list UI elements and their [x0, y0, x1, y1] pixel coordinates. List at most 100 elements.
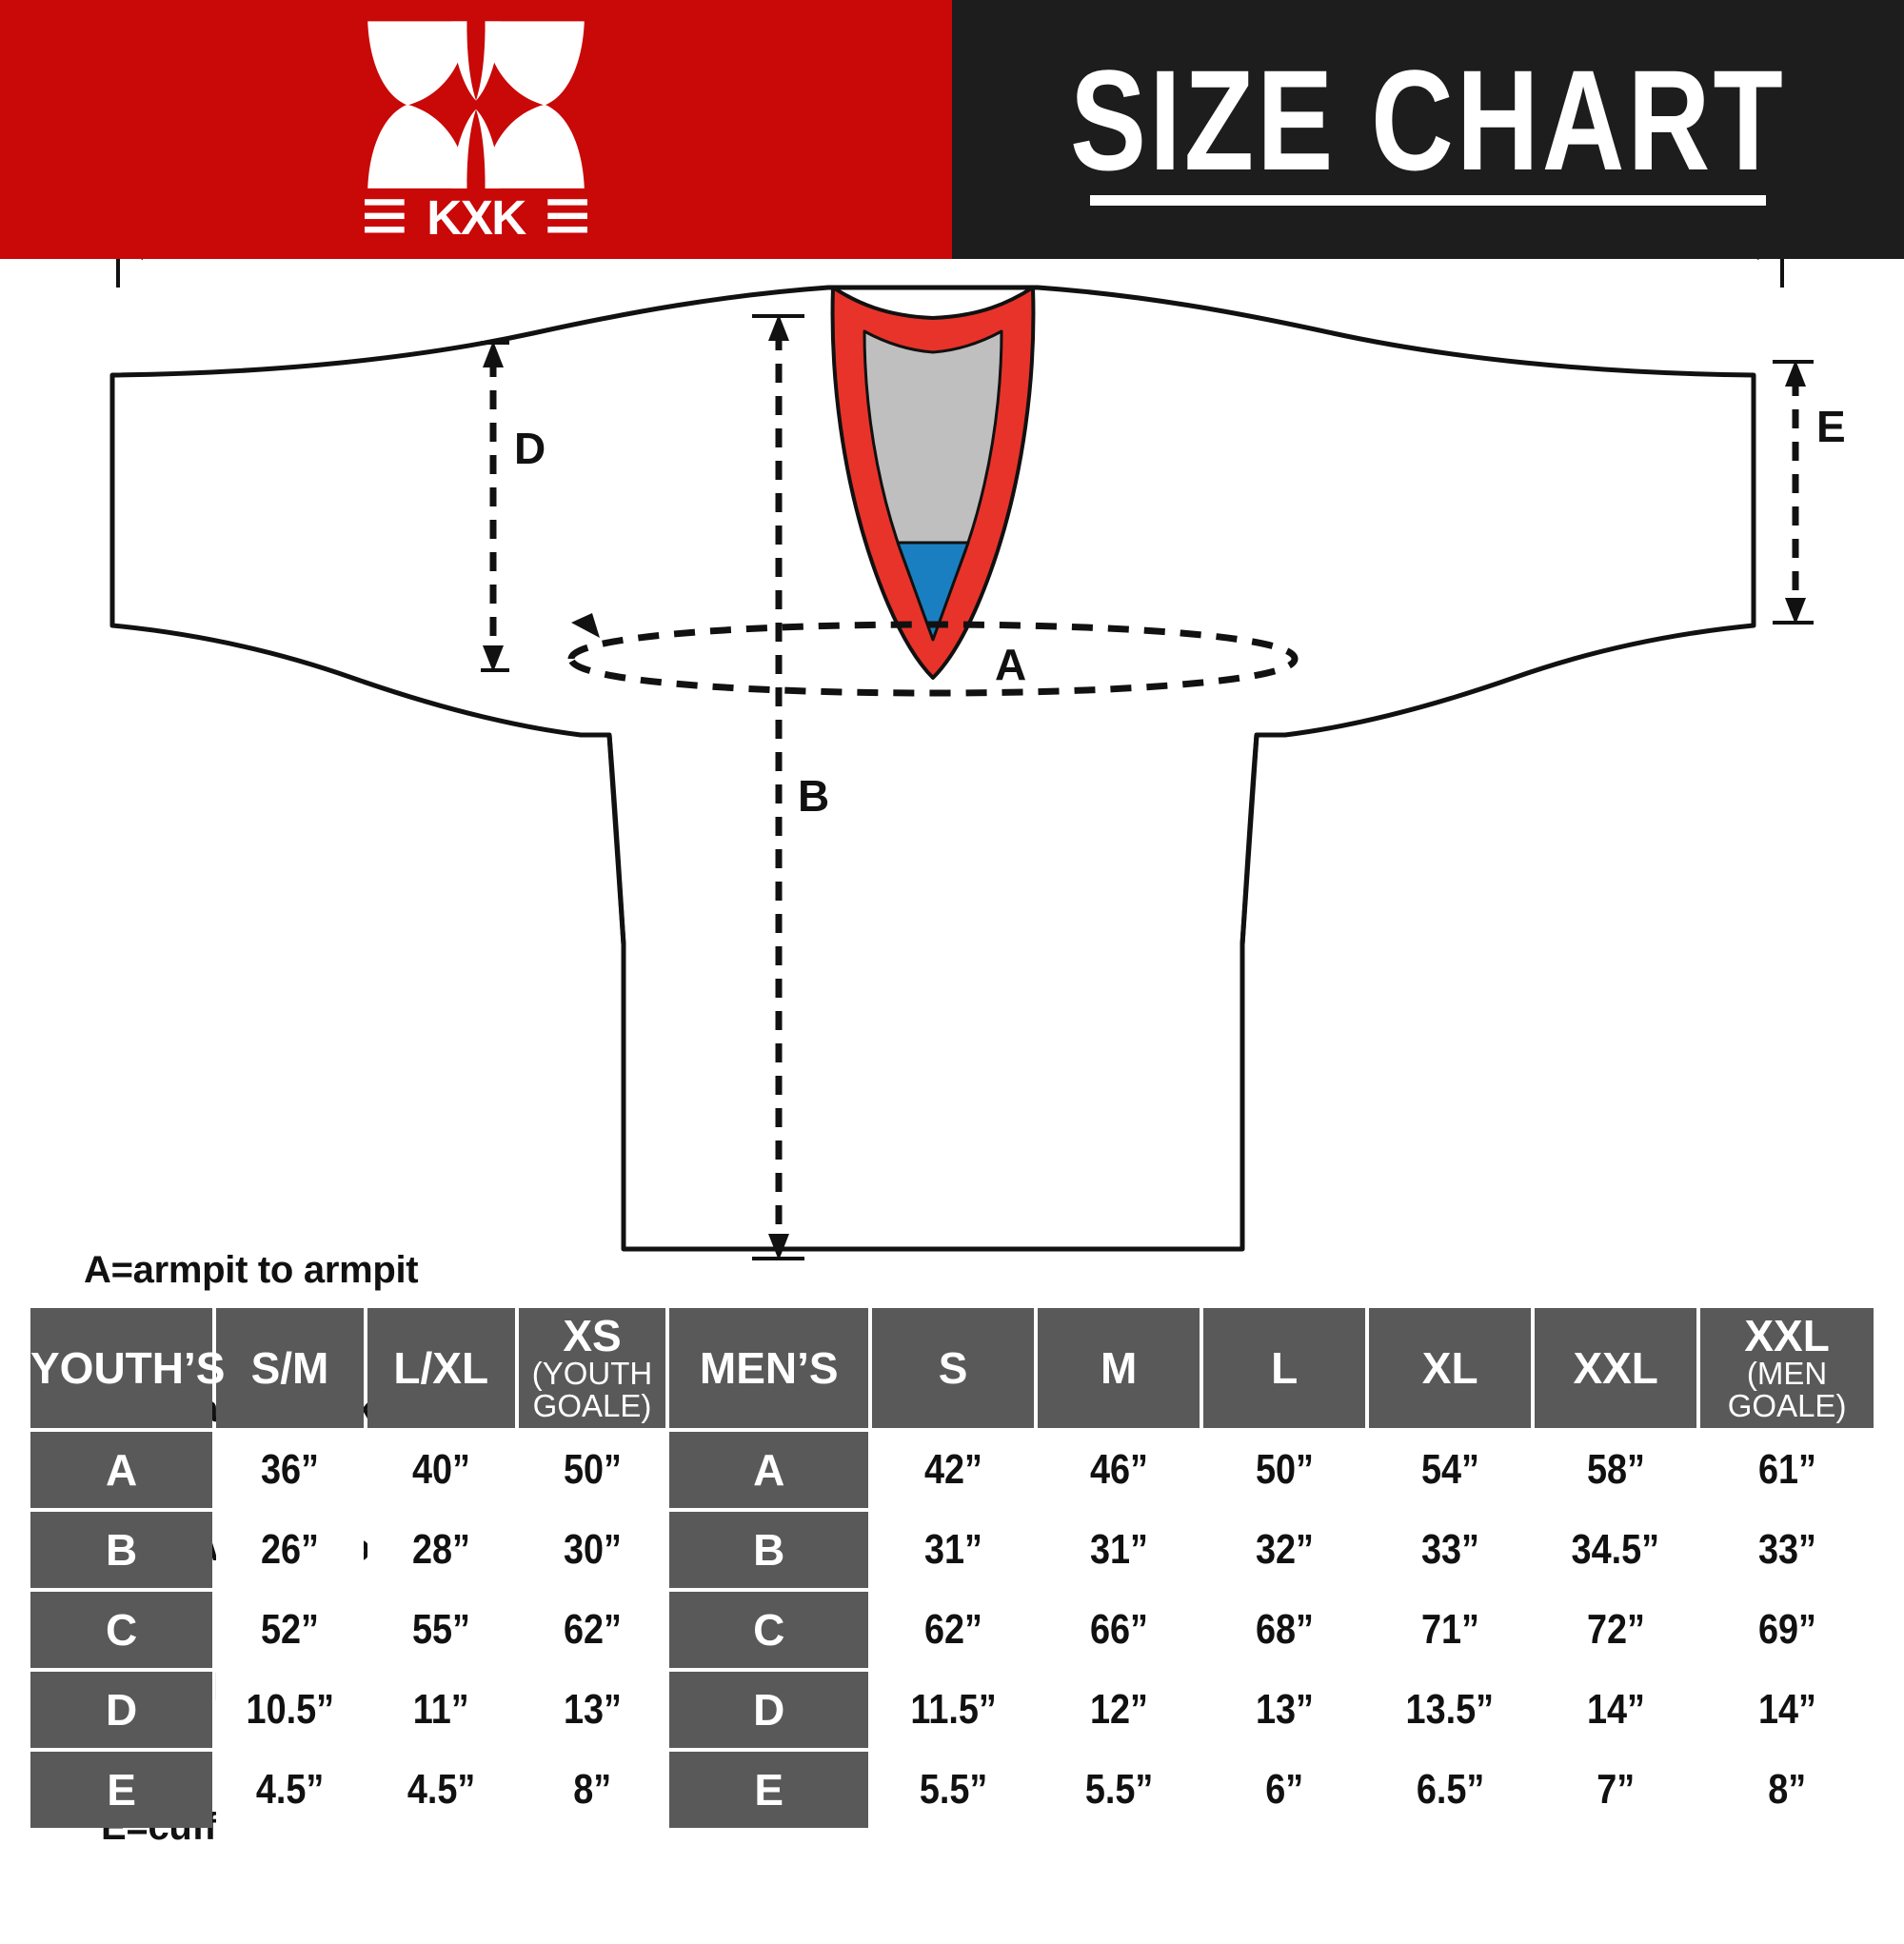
table-header-row: YOUTH’S S/M L/XL XS (YOUTH GOALE) MEN’S … — [30, 1308, 1874, 1428]
cell-mens-d-m: 12” — [1038, 1672, 1200, 1748]
size-chart-table: YOUTH’S S/M L/XL XS (YOUTH GOALE) MEN’S … — [27, 1304, 1877, 1832]
page-title: SIZE CHART — [1070, 39, 1786, 200]
header-mens: MEN’S — [669, 1308, 869, 1428]
header-mens-xxl-main: XXL — [1744, 1311, 1830, 1361]
dimension-b-arrow — [752, 314, 804, 1260]
row-label-mens-d: D — [669, 1672, 869, 1748]
cell-youth-a-sm: 36” — [216, 1432, 364, 1508]
cell-mens-c-l: 68” — [1203, 1592, 1366, 1668]
cell-mens-b-xxl-goalie: 33” — [1700, 1512, 1874, 1588]
header-mens-l: L — [1203, 1308, 1366, 1428]
cell-youth-a-lxl: 40” — [367, 1432, 515, 1508]
row-label-mens-e: E — [669, 1752, 869, 1828]
cell-mens-d-xxl-goalie: 14” — [1700, 1672, 1874, 1748]
cell-youth-d-lxl: 11” — [367, 1672, 515, 1748]
cell-youth-b-sm: 26” — [216, 1512, 364, 1588]
dimension-a-ellipse — [567, 613, 1299, 697]
cell-mens-e-xxl: 7” — [1535, 1752, 1697, 1828]
cell-youth-b-lxl: 28” — [367, 1512, 515, 1588]
dimension-label-a: A — [995, 640, 1026, 689]
brand-panel: KXK — [0, 0, 952, 259]
row-label-youth-e: E — [30, 1752, 213, 1828]
table-row: A 36” 40” 50” A 42” 46” 50” 54” 58” 61” — [30, 1432, 1874, 1508]
cell-mens-d-l: 13” — [1203, 1672, 1366, 1748]
size-table-container: YOUTH’S S/M L/XL XS (YOUTH GOALE) MEN’S … — [27, 1304, 1877, 1832]
cell-mens-a-xl: 54” — [1369, 1432, 1532, 1508]
cell-mens-a-m: 46” — [1038, 1432, 1200, 1508]
dimension-label-b: B — [798, 771, 829, 821]
cell-mens-e-xl: 6.5” — [1369, 1752, 1532, 1828]
cell-youth-d-sm: 10.5” — [216, 1672, 364, 1748]
cell-mens-c-m: 66” — [1038, 1592, 1200, 1668]
row-label-mens-b: B — [669, 1512, 869, 1588]
cell-mens-e-xxl-goalie: 8” — [1700, 1752, 1874, 1828]
cell-mens-b-xxl: 34.5” — [1535, 1512, 1697, 1588]
dimension-d-arrow — [481, 341, 509, 672]
svg-text:KXK: KXK — [426, 190, 526, 244]
header-youth-lxl: L/XL — [367, 1308, 515, 1428]
cell-mens-b-xl: 33” — [1369, 1512, 1532, 1588]
kxk-wordmark-icon: KXK — [365, 190, 587, 244]
row-label-youth-b: B — [30, 1512, 213, 1588]
cell-mens-a-l: 50” — [1203, 1432, 1366, 1508]
cell-mens-c-s: 62” — [872, 1592, 1035, 1668]
cell-youth-e-lxl: 4.5” — [367, 1752, 515, 1828]
cell-mens-a-s: 42” — [872, 1432, 1035, 1508]
table-row: B 26” 28” 30” B 31” 31” 32” 33” 34.5” 33… — [30, 1512, 1874, 1588]
cell-youth-b-xs: 30” — [518, 1512, 666, 1588]
header-youth-sm: S/M — [216, 1308, 364, 1428]
cell-mens-c-xxl: 72” — [1535, 1592, 1697, 1668]
jersey-measurement-svg: C D B — [109, 188, 1846, 1260]
header-mens-xl: XL — [1369, 1308, 1532, 1428]
header-mens-m: M — [1038, 1308, 1200, 1428]
row-label-youth-a: A — [30, 1432, 213, 1508]
header-mens-xxl-goalie: XXL (MEN GOALE) — [1700, 1308, 1874, 1428]
cell-mens-e-s: 5.5” — [872, 1752, 1035, 1828]
collar-accent — [896, 541, 970, 642]
table-row: E 4.5” 4.5” 8” E 5.5” 5.5” 6” 6.5” 7” 8” — [30, 1752, 1874, 1828]
page-header: KXK SIZE CHART — [0, 0, 1904, 259]
table-row: D 10.5” 11” 13” D 11.5” 12” 13” 13.5” 14… — [30, 1672, 1874, 1748]
cell-youth-d-xs: 13” — [518, 1672, 666, 1748]
header-youths: YOUTH’S — [30, 1308, 225, 1428]
cell-mens-c-xxl-goalie: 69” — [1700, 1592, 1874, 1668]
dimension-c-arrow — [116, 239, 1784, 288]
kxk-logo: KXK — [333, 15, 619, 244]
row-label-mens-c: C — [669, 1592, 869, 1668]
cell-mens-e-l: 6” — [1203, 1752, 1366, 1828]
table-row: C 52” 55” 62” C 62” 66” 68” 71” 72” 69” — [30, 1592, 1874, 1668]
dimension-label-d: D — [514, 424, 545, 473]
dimension-e-arrow — [1773, 360, 1814, 625]
kxk-butterfly-logo-icon — [367, 21, 585, 188]
jersey-diagram: C D B — [0, 188, 1904, 1848]
cell-mens-b-m: 31” — [1038, 1512, 1200, 1588]
row-label-mens-a: A — [669, 1432, 869, 1508]
row-label-youth-d: D — [30, 1672, 213, 1748]
cell-mens-c-xl: 71” — [1369, 1592, 1532, 1668]
cell-mens-b-l: 32” — [1203, 1512, 1366, 1588]
cell-mens-a-xxl: 58” — [1535, 1432, 1697, 1508]
cell-youth-e-sm: 4.5” — [216, 1752, 364, 1828]
legend-line-a: A=armpit to armpit — [84, 1248, 419, 1291]
header-mens-xxl: XXL — [1535, 1308, 1697, 1428]
header-mens-s: S — [872, 1308, 1035, 1428]
header-youth-xs-goalie: XS (YOUTH GOALE) — [518, 1308, 666, 1428]
title-underline — [1090, 194, 1766, 206]
dimension-label-e: E — [1816, 402, 1846, 451]
cell-mens-d-s: 11.5” — [872, 1672, 1035, 1748]
cell-mens-a-xxl-goalie: 61” — [1700, 1432, 1874, 1508]
header-mens-xxl-sub: (MEN GOALE) — [1727, 1356, 1847, 1423]
cell-mens-b-s: 31” — [872, 1512, 1035, 1588]
cell-youth-e-xs: 8” — [518, 1752, 666, 1828]
cell-youth-c-sm: 52” — [216, 1592, 364, 1668]
cell-youth-a-xs: 50” — [518, 1432, 666, 1508]
cell-youth-c-xs: 62” — [518, 1592, 666, 1668]
title-panel: SIZE CHART — [952, 0, 1904, 259]
cell-mens-e-m: 5.5” — [1038, 1752, 1200, 1828]
header-youth-xs-sub: (YOUTH GOALE) — [531, 1356, 653, 1423]
header-youth-xs-main: XS — [563, 1311, 622, 1361]
cell-youth-c-lxl: 55” — [367, 1592, 515, 1668]
jersey-outline — [109, 285, 1756, 1252]
row-label-youth-c: C — [30, 1592, 213, 1668]
cell-mens-d-xl: 13.5” — [1369, 1672, 1532, 1748]
